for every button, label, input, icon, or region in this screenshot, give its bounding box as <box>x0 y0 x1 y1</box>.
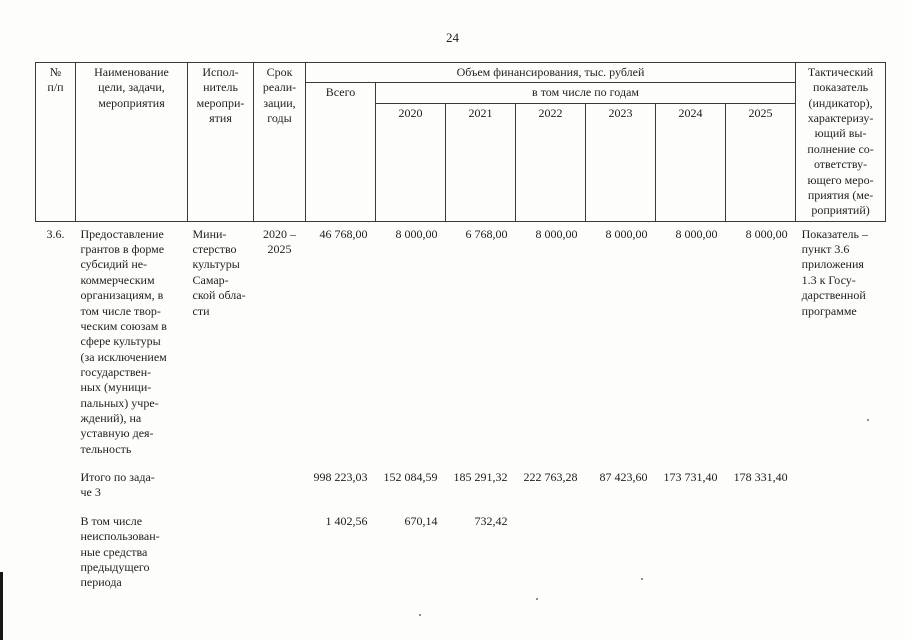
scan-speck <box>867 419 869 421</box>
row-term-cell: 2020 – 2025 <box>263 226 296 257</box>
scan-speck <box>419 614 421 616</box>
row-2024-cell <box>656 504 726 594</box>
header-year-2023: 2023 <box>585 102 656 222</box>
scan-speck <box>536 598 538 600</box>
row-executor-cell: Мини- стерство культуры Самар- ской обла… <box>192 226 246 318</box>
header-year-2021: 2021 <box>445 102 516 222</box>
table-row-3-6: 3.6. Предоставление грантов в форме субс… <box>36 221 886 460</box>
header-year-2020: 2020 <box>375 102 446 222</box>
row-2024-cell: 173 731,40 <box>663 470 718 485</box>
row-2025-cell: 178 331,40 <box>733 470 788 485</box>
scan-speck <box>641 578 643 580</box>
row-total-cell: 46 768,00 <box>319 226 368 241</box>
row-2022-cell: 222 763,28 <box>523 470 578 485</box>
scan-edge-artifact <box>0 572 3 640</box>
row-indicator-cell <box>796 460 886 504</box>
row-executor-cell <box>188 460 254 504</box>
row-indicator-cell <box>796 504 886 594</box>
header-name: Наименование цели, задачи, мероприятия <box>75 62 188 222</box>
row-2025-cell: 8 000,00 <box>745 226 788 241</box>
row-name-cell: Итого по зада- че 3 <box>80 470 155 500</box>
row-2021-cell: 185 291,32 <box>453 470 508 485</box>
table-header: № п/п Наименование цели, задачи, меропри… <box>35 61 887 222</box>
row-2020-cell: 8 000,00 <box>395 226 438 241</box>
row-2024-cell: 8 000,00 <box>675 226 718 241</box>
row-2021-cell: 6 768,00 <box>465 226 508 241</box>
table-row-unused-funds: В том числе неиспользован- ные средства … <box>36 504 886 594</box>
page-number: 24 <box>446 30 459 45</box>
financing-table: № п/п Наименование цели, задачи, меропри… <box>35 61 887 594</box>
header-financing: Объем финансирования, тыс. рублей <box>304 61 797 84</box>
row-2021-cell: 732,42 <box>474 513 508 528</box>
row-total-cell: 1 402,56 <box>325 513 368 528</box>
header-year-2024: 2024 <box>655 102 726 222</box>
header-indicator: Тактический показатель (индикатор), хара… <box>795 62 887 222</box>
row-number-cell: 3.6. <box>46 226 65 241</box>
row-2020-cell: 152 084,59 <box>383 470 438 485</box>
row-name-cell: В том числе неиспользован- ные средства … <box>80 513 160 590</box>
table-body: 3.6. Предоставление грантов в форме субс… <box>36 221 886 593</box>
row-2022-cell <box>516 504 586 594</box>
header-total: Всего <box>305 82 376 222</box>
row-term-cell <box>254 460 306 504</box>
header-by-years: в том числе по годам <box>374 82 797 104</box>
header-executor: Испол- нитель меропри- ятия <box>187 62 254 222</box>
table-row-total-task3: Итого по зада- че 3 998 223,03 152 084,5… <box>36 460 886 504</box>
header-num: № п/п <box>35 62 76 222</box>
row-2022-cell: 8 000,00 <box>535 226 578 241</box>
row-2023-cell <box>586 504 656 594</box>
row-2020-cell: 670,14 <box>404 513 438 528</box>
row-indicator-cell: Показатель – пункт 3.6 приложения 1.3 к … <box>801 226 868 318</box>
row-2023-cell: 8 000,00 <box>605 226 648 241</box>
header-term: Срок реали- зации, годы <box>253 62 306 222</box>
header-year-2025: 2025 <box>724 102 797 222</box>
header-year-2022: 2022 <box>515 102 586 222</box>
row-2025-cell <box>726 504 796 594</box>
row-executor-cell <box>188 504 254 594</box>
row-name-cell: Предоставление грантов в форме субсидий … <box>80 226 167 456</box>
row-2023-cell: 87 423,60 <box>599 470 648 485</box>
row-term-cell <box>254 504 306 594</box>
row-number-cell <box>36 504 76 594</box>
row-number-cell <box>36 460 76 504</box>
row-total-cell: 998 223,03 <box>313 470 368 485</box>
